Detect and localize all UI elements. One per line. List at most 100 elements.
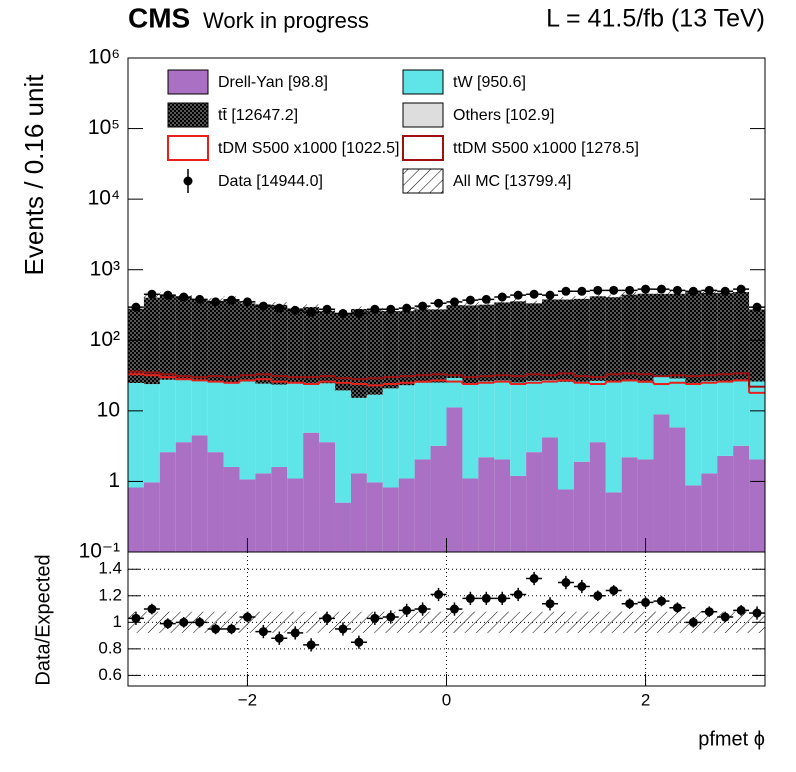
stack-bar <box>239 381 256 480</box>
stack-bar <box>128 382 144 488</box>
stack-bar <box>462 478 479 552</box>
stack-bar <box>382 388 399 488</box>
stack-bar <box>446 305 463 379</box>
legend-label: Others [102.9] <box>453 107 554 124</box>
ratio-point <box>736 605 746 615</box>
data-point <box>688 286 698 296</box>
ratio-y-tick-label: 1 <box>113 612 122 631</box>
x-axis-label: pfmet ϕ <box>698 728 765 750</box>
data-point <box>736 284 746 294</box>
ratio-point <box>720 612 730 622</box>
y-tick-label: 10⁻¹ <box>79 540 120 563</box>
stack-bar <box>239 303 256 382</box>
ratio-point <box>163 619 173 629</box>
mc-uncertainty <box>653 291 670 297</box>
legend-label: tDM S500 x1000 [1022.5] <box>218 140 399 157</box>
stack-bar <box>653 376 670 415</box>
ratio-point <box>147 604 157 614</box>
mc-uncertainty <box>605 294 622 300</box>
stack-bar <box>303 432 320 552</box>
ratio-y-tick-label: 0.6 <box>98 665 122 684</box>
data-point <box>704 285 714 295</box>
stack-bar <box>478 457 495 552</box>
ratio-point <box>449 604 459 614</box>
ratio-point <box>577 581 587 591</box>
y-tick-label: 10² <box>90 328 120 351</box>
stack-bar <box>303 382 320 433</box>
stack-bar <box>733 445 750 552</box>
stack-bar <box>526 303 543 381</box>
legend-swatch <box>402 135 444 161</box>
stack-bar <box>430 445 447 552</box>
stack-bar <box>382 487 399 552</box>
data-point <box>179 292 189 302</box>
x-tick-label: 0 <box>442 690 451 709</box>
data-point <box>354 308 364 318</box>
data-point <box>593 285 603 295</box>
ratio-point <box>179 617 189 627</box>
stack-bar <box>494 459 511 552</box>
stack-bar <box>717 292 734 382</box>
legend-swatch <box>402 168 444 194</box>
data-point <box>290 305 300 315</box>
stack-bar <box>175 379 192 443</box>
data-point <box>481 294 491 304</box>
stack-bar <box>303 307 320 383</box>
legend-label: Drell-Yan [98.8] <box>218 74 328 91</box>
stack-bar <box>446 378 463 408</box>
data-point <box>561 286 571 296</box>
stack-bar <box>159 379 176 453</box>
ratio-point <box>513 589 523 599</box>
mc-uncertainty <box>557 296 574 302</box>
ratio-point <box>688 617 698 627</box>
ratio-point <box>338 624 348 634</box>
stack-bar <box>128 308 144 383</box>
stack-bar <box>621 381 638 458</box>
ratio-y-axis-label: Data/Expected <box>32 554 54 685</box>
stack-bar <box>223 467 240 552</box>
data-point <box>131 302 141 312</box>
y-tick-label: 1 <box>108 469 120 492</box>
legend-label: All MC [13799.4] <box>453 173 571 190</box>
ratio-point <box>704 607 714 617</box>
data-point <box>418 301 428 311</box>
data-point <box>577 286 587 296</box>
stack-bar <box>557 381 574 490</box>
stack-bar <box>223 382 240 468</box>
data-point <box>163 290 173 300</box>
legend-swatch <box>183 176 193 186</box>
data-point <box>227 295 237 305</box>
stack-bar <box>478 381 495 458</box>
stack-bar <box>605 381 622 493</box>
ratio-point <box>274 633 284 643</box>
stack-bar <box>637 293 654 383</box>
stack-bar <box>526 380 543 453</box>
legend-swatch <box>167 102 209 128</box>
stack-bar <box>542 437 558 552</box>
stack-bar <box>589 296 606 381</box>
ratio-point <box>290 628 300 638</box>
main-plot <box>128 284 765 552</box>
data-point <box>672 285 682 295</box>
stack-bar <box>128 487 144 552</box>
stack-bar <box>366 482 383 552</box>
data-point <box>497 292 507 302</box>
legend-label: Data [14944.0] <box>218 173 323 190</box>
data-point <box>370 304 380 314</box>
stack-bar <box>175 442 192 552</box>
data-point <box>609 285 619 295</box>
stack-bar <box>749 309 765 382</box>
stack-bar <box>701 292 718 382</box>
stack-bar <box>749 381 765 460</box>
ratio-plot <box>128 552 765 686</box>
data-point <box>242 297 252 307</box>
ratio-point <box>545 599 555 609</box>
stack-bar <box>637 382 654 460</box>
stack-bar <box>685 382 702 486</box>
stack-bar <box>446 407 463 552</box>
stack-bar <box>143 384 160 483</box>
stack-bar <box>366 310 383 395</box>
stack-bar <box>223 299 240 383</box>
